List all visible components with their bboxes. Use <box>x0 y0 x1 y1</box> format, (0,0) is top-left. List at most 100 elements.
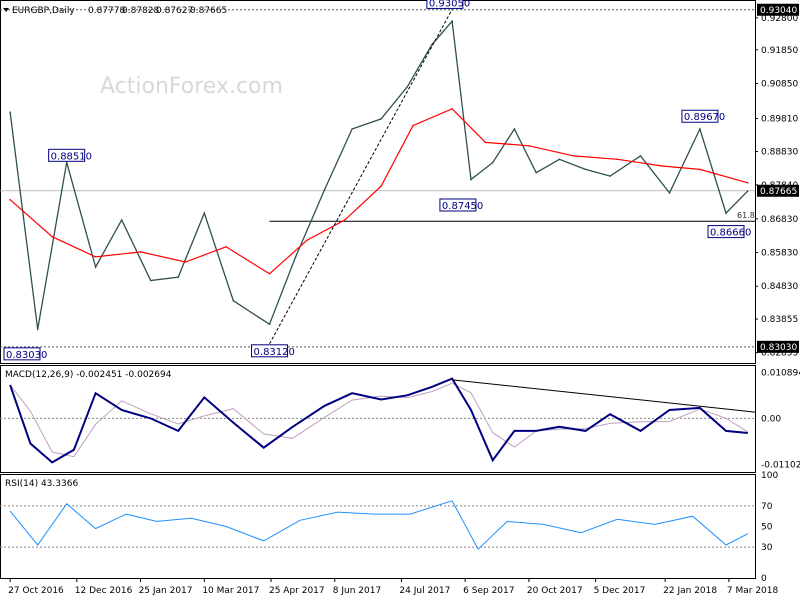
price-tick-label: 0.84830 <box>761 282 798 292</box>
rsi-pane-frame <box>0 474 756 579</box>
data-point <box>380 185 382 188</box>
data-point <box>120 219 123 221</box>
price-label: 0.87450 <box>442 201 483 212</box>
data-point <box>65 161 68 164</box>
data-point <box>725 212 727 214</box>
data-point <box>149 279 152 282</box>
x-tick-label: 22 Jan 2018 <box>663 586 717 596</box>
x-tick-label: 12 Dec 2016 <box>75 586 133 596</box>
macd-trend-line <box>452 379 756 413</box>
axis-tag-close-box <box>757 184 799 197</box>
data-point <box>9 198 11 201</box>
data-point <box>380 118 382 120</box>
data-point <box>268 323 271 326</box>
data-point <box>746 182 749 184</box>
trend-line <box>269 9 453 345</box>
x-tick-label: 24 Jul 2017 <box>399 586 450 596</box>
axis-tag-bottom: 0.83030 <box>760 343 797 353</box>
data-point <box>668 192 671 194</box>
ohlc-open: 0.87778 <box>88 6 125 16</box>
rsi-tick-label: 70 <box>761 502 773 512</box>
data-point <box>351 128 353 130</box>
data-point <box>51 235 53 238</box>
macd-pane-frame <box>0 365 756 473</box>
axis-tag-top-box <box>757 3 799 16</box>
data-point <box>225 246 227 248</box>
symbol-label: EURGBP,Daily <box>12 6 75 16</box>
data-point <box>306 239 309 241</box>
data-point <box>513 128 516 130</box>
price-tick-label: 0.85830 <box>761 249 798 259</box>
price-label-box <box>681 109 719 123</box>
price-tick-label: 0.82855 <box>761 349 798 359</box>
rsi-tick-label: 0 <box>761 574 767 584</box>
data-point <box>184 261 187 263</box>
price-label-box <box>251 344 289 358</box>
macd-tick-label: 0.00 <box>761 414 781 424</box>
price-label: 0.86660 <box>710 228 751 239</box>
ohlc-high: 0.87828 <box>122 6 159 16</box>
data-point <box>616 158 619 161</box>
x-tick-label: 6 Sep 2017 <box>463 586 514 596</box>
ohlc-low: 0.87627 <box>156 6 193 16</box>
data-point <box>94 266 97 268</box>
rsi-line <box>9 500 749 551</box>
price-tick-label: 0.88830 <box>761 148 798 158</box>
macd-tick-label: 0.010894 <box>761 369 800 379</box>
price-tick-label: 0.86830 <box>761 215 798 225</box>
data-point <box>699 128 701 130</box>
data-point <box>639 155 642 157</box>
price-label: 0.83120 <box>254 347 295 358</box>
price-label: 0.93050 <box>429 0 470 9</box>
data-point <box>268 272 271 275</box>
price-tick-label: 0.83855 <box>761 315 798 325</box>
data-point <box>491 161 494 164</box>
x-tick-label: 8 Jun 2017 <box>333 586 381 596</box>
x-tick-label: 25 Apr 2017 <box>269 586 325 596</box>
data-point <box>528 145 530 147</box>
axis-tag-bottom-box <box>757 340 799 353</box>
x-tick-label: 27 Oct 2016 <box>8 586 64 596</box>
data-point <box>699 168 701 171</box>
data-point <box>584 168 587 171</box>
price-tick-label: 0.90850 <box>761 80 798 90</box>
watermark: ActionForex.com <box>100 74 283 99</box>
data-point <box>203 212 206 214</box>
data-point <box>406 86 409 88</box>
data-point <box>451 107 453 110</box>
data-point <box>661 165 664 167</box>
rsi-tick-label: 30 <box>761 543 773 553</box>
series-line-sma <box>9 108 748 275</box>
price-label: 0.89670 <box>684 112 725 123</box>
macd-line <box>9 377 748 464</box>
data-point <box>484 141 487 144</box>
data-point <box>232 299 235 302</box>
macd-tick-label: -0.011022 <box>761 461 800 471</box>
price-tick-label: 0.89810 <box>761 115 798 125</box>
data-point <box>294 256 297 258</box>
data-point <box>412 124 414 127</box>
ohlc-close: 0.87665 <box>190 6 227 16</box>
data-point <box>558 158 561 161</box>
x-tick-label: 20 Oct 2017 <box>527 586 583 596</box>
macd-signal-line <box>9 382 749 458</box>
fib-level-label: 61.8 <box>737 211 755 220</box>
x-tick-label: 5 Dec 2017 <box>594 586 646 596</box>
x-tick-label: 25 Jan 2017 <box>139 586 193 596</box>
data-point <box>177 276 180 278</box>
price-label-box <box>707 225 745 239</box>
data-point <box>746 190 749 192</box>
price-tick-label: 0.92800 <box>761 14 798 24</box>
rsi-tick-label: 100 <box>761 471 778 481</box>
data-point <box>470 178 472 181</box>
price-label: 0.88510 <box>51 151 92 162</box>
rsi-tick-label: 50 <box>761 523 773 533</box>
data-point <box>344 219 346 221</box>
axis-tag-top: 0.93040 <box>760 6 797 16</box>
data-point <box>9 111 11 113</box>
data-point <box>323 188 326 191</box>
price-pane-frame <box>0 0 756 364</box>
data-point <box>573 155 575 157</box>
